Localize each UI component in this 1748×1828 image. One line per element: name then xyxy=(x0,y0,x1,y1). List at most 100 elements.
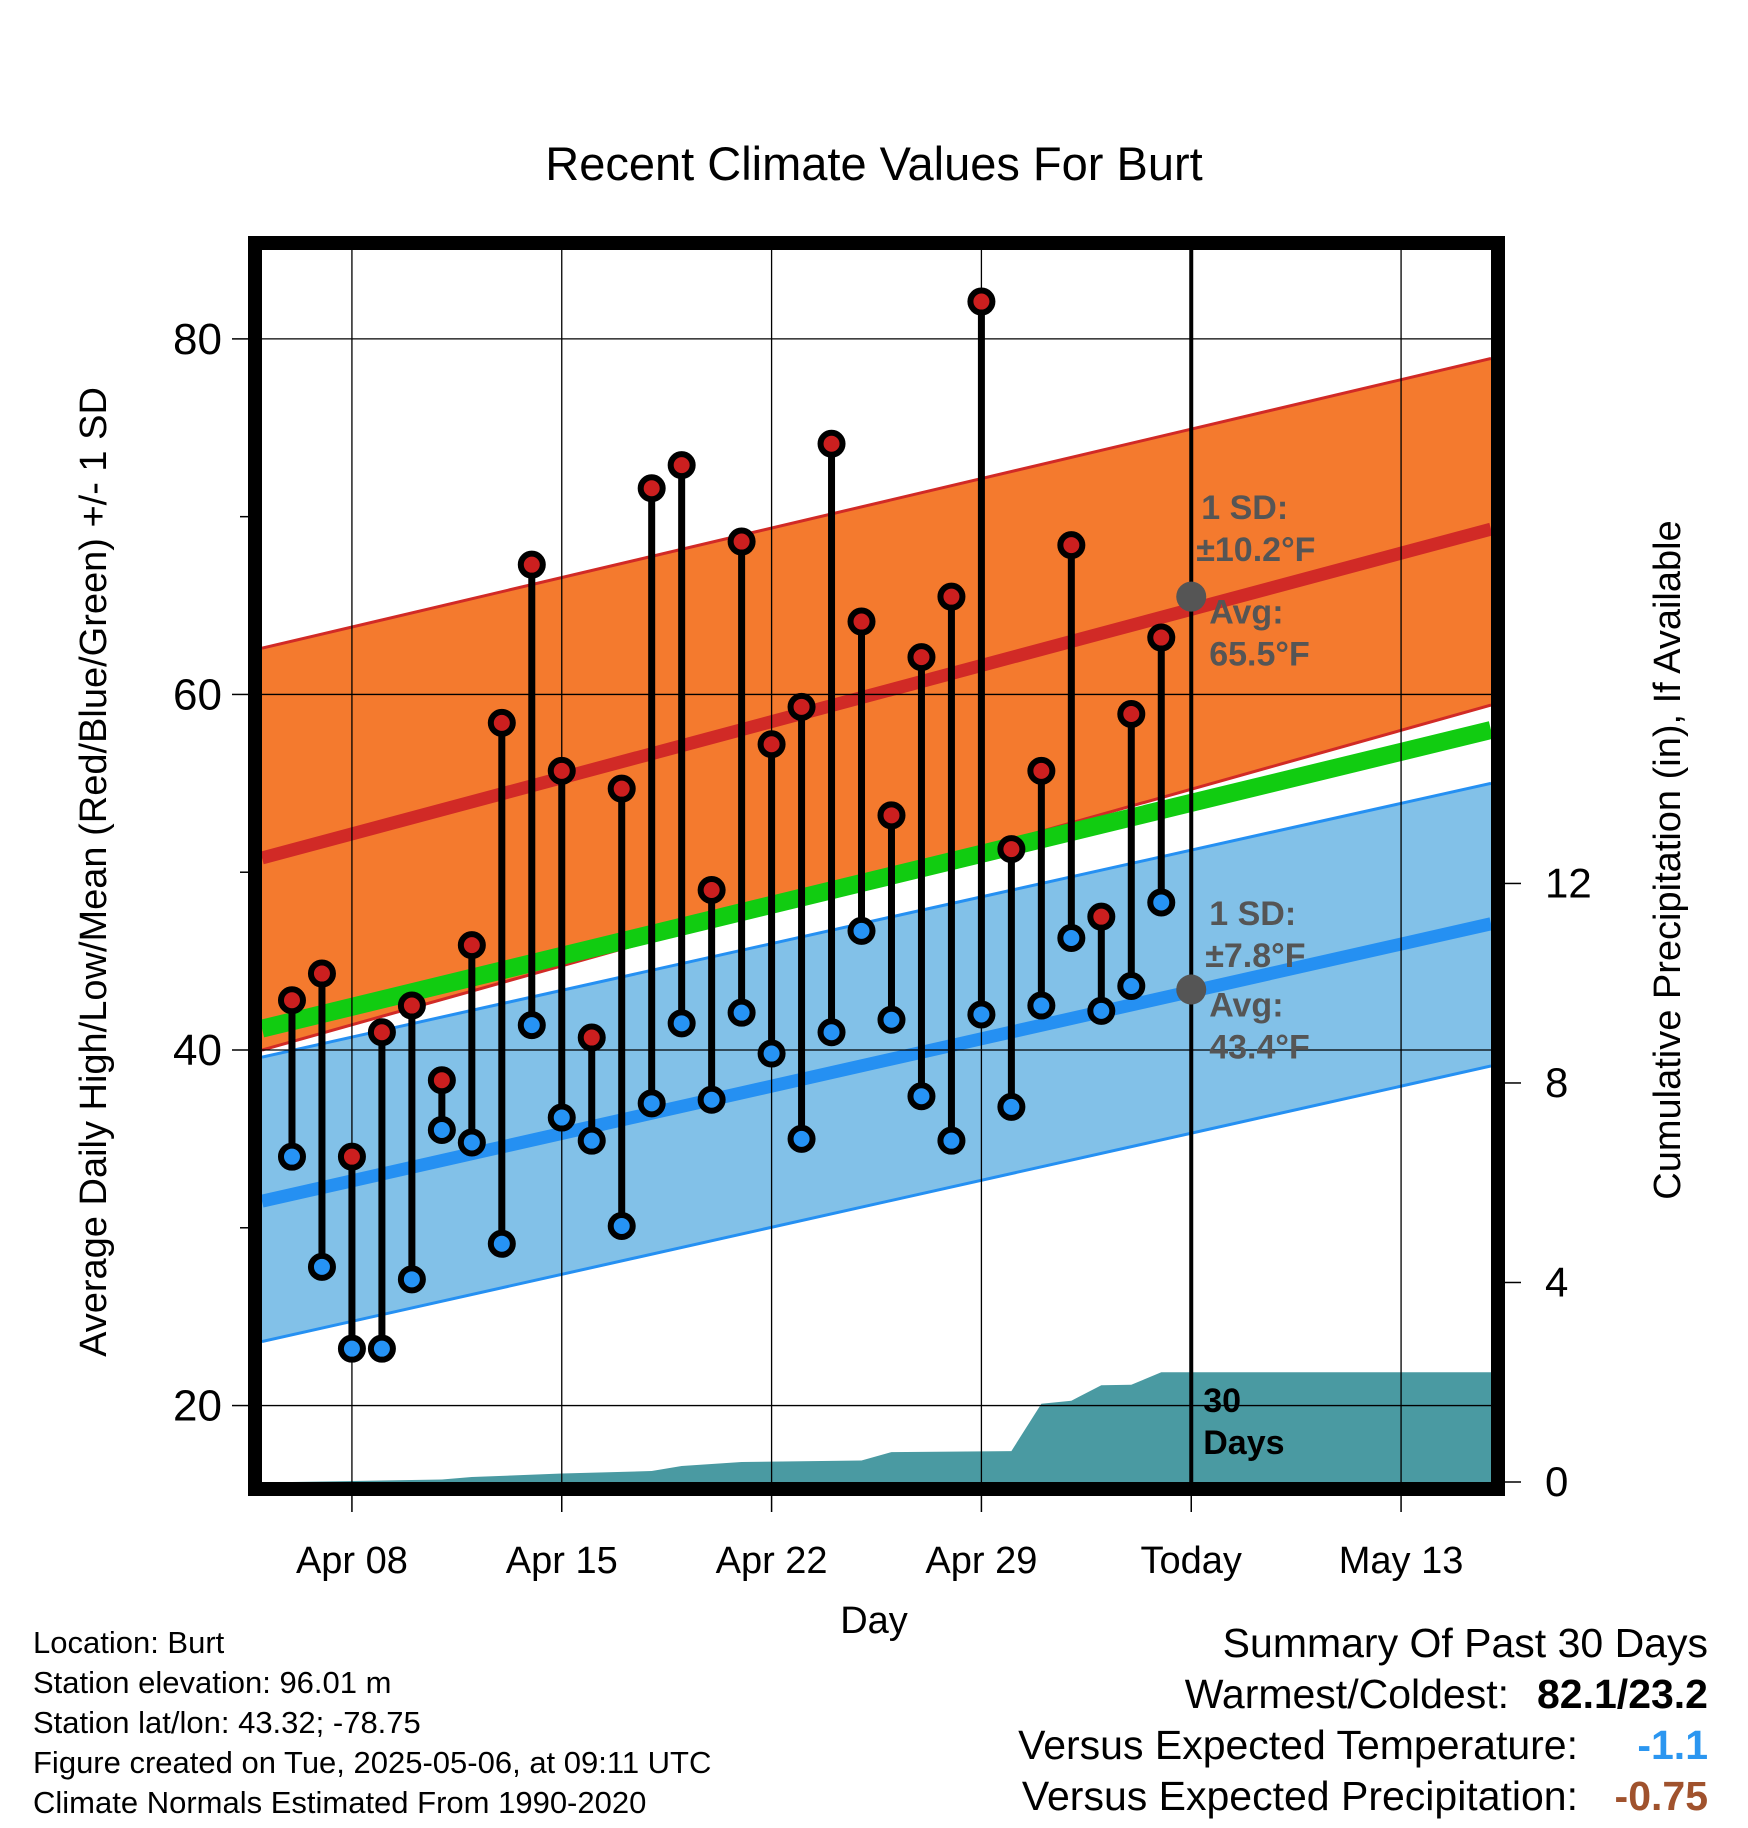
low-temp-point xyxy=(517,1011,546,1040)
y-tick-label: 80 xyxy=(173,315,222,364)
precip-value: -0.75 xyxy=(1614,1773,1708,1819)
high-temp-point xyxy=(727,527,756,556)
low-temp-point xyxy=(847,916,876,945)
high-sd-band xyxy=(262,358,1491,1050)
high-temp-point xyxy=(607,774,636,803)
y2-axis-label: Cumulative Precipitation (in), If Availa… xyxy=(1647,520,1689,1199)
high-temp-point xyxy=(847,607,876,636)
y-axis-label: Average Daily High/Low/Mean (Red/Blue/Gr… xyxy=(73,387,115,1357)
low-sd-value: ±7.8°F xyxy=(1205,937,1305,975)
high-sd-band-upper xyxy=(262,356,1491,650)
low-temp-point xyxy=(457,1128,486,1157)
high-temp-point xyxy=(877,801,906,830)
location-text: Location: Burt xyxy=(33,1625,225,1660)
y2-tick-label: 4 xyxy=(1545,1258,1568,1305)
high-temp-point xyxy=(757,730,786,759)
low-temp-point xyxy=(307,1252,336,1281)
low-temp-point xyxy=(907,1082,936,1111)
high-temp-point xyxy=(967,287,996,316)
elevation-text: Station elevation: 96.01 m xyxy=(33,1665,392,1700)
high-temp-point xyxy=(667,451,696,480)
x-tick-label: Apr 08 xyxy=(296,1540,408,1582)
low-temp-point xyxy=(1027,991,1056,1020)
low-temp-point xyxy=(397,1265,426,1294)
x-tick-label: Apr 15 xyxy=(506,1540,618,1582)
high-temp-point xyxy=(397,991,426,1020)
mean-normal-line xyxy=(262,721,1491,1038)
warmest-row: Warmest/Coldest: 82.1/23.2 xyxy=(1018,1669,1708,1720)
high-avg-value: 65.5°F xyxy=(1209,636,1310,674)
high-temp-point xyxy=(367,1018,396,1047)
plot-frame xyxy=(248,236,1505,1496)
low-temp-point xyxy=(487,1229,516,1258)
warmest-value: 82.1/23.2 xyxy=(1537,1671,1708,1717)
high-temp-point xyxy=(1087,902,1116,931)
high-temp-point xyxy=(1117,700,1146,728)
y2-tick-label: 8 xyxy=(1545,1059,1568,1106)
low-temp-point xyxy=(727,998,756,1027)
high-temp-point xyxy=(937,582,966,611)
x-tick-label: Apr 22 xyxy=(716,1540,828,1582)
low-temp-point xyxy=(427,1116,456,1144)
temp-value: -1.1 xyxy=(1637,1722,1708,1768)
station-info: Location: Burt Station elevation: 96.01 … xyxy=(33,1623,711,1823)
low-temp-point xyxy=(637,1089,666,1118)
low-avg-label: Avg: xyxy=(1209,987,1283,1025)
high-temp-point xyxy=(1057,531,1086,560)
low-sd-band-upper xyxy=(262,781,1491,1059)
high-temp-point xyxy=(277,986,306,1015)
x-tick-label: Apr 29 xyxy=(925,1540,1037,1582)
plot-inner xyxy=(262,356,1491,1482)
days-label-number: 30 xyxy=(1203,1382,1241,1420)
high-temp-point xyxy=(1027,756,1056,785)
high-temp-point xyxy=(997,835,1026,864)
low-temp-point xyxy=(697,1085,726,1114)
x-tick-label: May 13 xyxy=(1339,1540,1464,1582)
low-temp-point xyxy=(337,1334,366,1363)
high-temp-point xyxy=(577,1023,606,1052)
high-temp-point xyxy=(427,1066,456,1095)
days-label-text: Days xyxy=(1203,1424,1284,1462)
low-temp-point xyxy=(277,1142,306,1171)
low-temp-point xyxy=(877,1005,906,1034)
x-axis-label: Day xyxy=(840,1600,908,1642)
high-avg-label: Avg: xyxy=(1209,594,1283,632)
temp-label: Versus Expected Temperature: xyxy=(1018,1722,1578,1768)
low-temp-point xyxy=(997,1092,1026,1121)
summary-title: Summary Of Past 30 Days xyxy=(1222,1620,1708,1666)
high-temp-point xyxy=(787,692,816,721)
high-temp-point xyxy=(457,931,486,960)
low-temp-point xyxy=(1147,888,1176,917)
high-avg-marker xyxy=(1176,581,1207,612)
precip-label: Versus Expected Precipitation: xyxy=(1021,1773,1578,1819)
high-normal-line xyxy=(262,522,1491,865)
low-temp-point xyxy=(787,1124,816,1153)
summary-panel: Summary Of Past 30 Days Warmest/Coldest:… xyxy=(1018,1618,1708,1822)
high-temp-point xyxy=(697,876,726,904)
low-sd-band-lower xyxy=(262,1064,1491,1344)
low-temp-point xyxy=(817,1018,846,1047)
low-temp-point xyxy=(667,1009,696,1038)
low-temp-point xyxy=(757,1039,786,1068)
low-temp-point xyxy=(967,1000,996,1029)
low-temp-point xyxy=(547,1103,576,1132)
low-temp-point xyxy=(937,1126,966,1155)
high-temp-point xyxy=(637,474,666,503)
low-temp-point xyxy=(577,1126,606,1155)
high-sd-value: ±10.2°F xyxy=(1196,531,1315,569)
y-tick-label: 40 xyxy=(173,1026,222,1075)
high-temp-point xyxy=(907,643,936,672)
high-temp-point xyxy=(487,708,516,737)
high-temp-point xyxy=(547,756,576,785)
x-tick-label: Today xyxy=(1141,1540,1242,1582)
plot-area: 1 SD: ±10.2°F Avg: 65.5°F 1 SD: ±7.8°F Avg: 43.… xyxy=(173,236,1592,1582)
latlon-text: Station lat/lon: 43.32; -78.75 xyxy=(33,1705,421,1740)
precipitation-area xyxy=(262,1372,1491,1482)
temp-row: Versus Expected Temperature: -1.1 xyxy=(1018,1720,1708,1771)
y-tick-label: 60 xyxy=(173,670,222,719)
low-temp-point xyxy=(1087,996,1116,1025)
y-tick-label: 20 xyxy=(173,1382,222,1431)
normals-text: Climate Normals Estimated From 1990-2020 xyxy=(33,1785,647,1820)
chart-title: Recent Climate Values For Burt xyxy=(545,137,1202,190)
